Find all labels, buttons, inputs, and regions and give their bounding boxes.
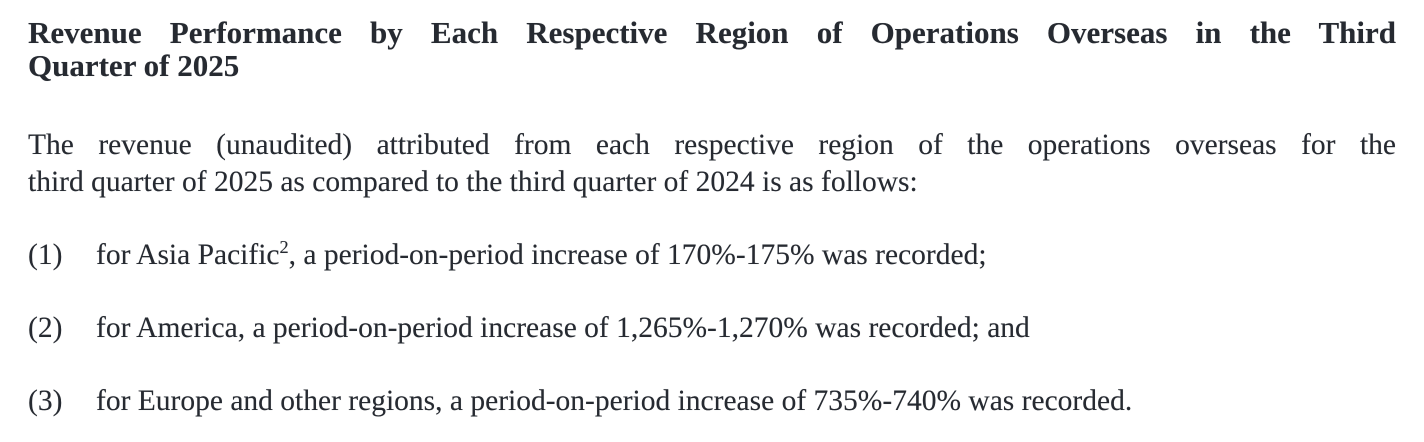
intro-paragraph: The revenue (unaudited) attributed from … <box>28 127 1396 201</box>
list-item-asia-pacific: (1) for Asia Pacific2, a period-on-perio… <box>28 237 1396 274</box>
item-marker: (2) <box>28 312 63 344</box>
heading-line-1: Revenue Performance by Each Respective R… <box>28 15 1396 50</box>
section-heading: Revenue Performance by Each Respective R… <box>28 16 1396 82</box>
item-text-body: for America, a period-on-period increase… <box>96 312 1030 344</box>
item-marker: (1) <box>28 239 63 271</box>
list-item-america: (2) for America, a period-on-period incr… <box>28 310 1396 347</box>
item-text-before-footnote: for Asia Pacific <box>96 239 280 271</box>
intro-line-2: third quarter of 2025 as compared to the… <box>28 166 918 198</box>
heading-line-2: Quarter of 2025 <box>28 48 240 83</box>
list-item-europe-other: (3) for Europe and other regions, a peri… <box>28 383 1396 420</box>
item-text: for America, a period-on-period increase… <box>96 310 1396 347</box>
document-page: Revenue Performance by Each Respective R… <box>28 16 1396 420</box>
item-text-body: for Europe and other regions, a period-o… <box>96 385 1133 417</box>
item-text-after-footnote: , a period-on-period increase of 170%-17… <box>288 239 987 271</box>
item-marker: (3) <box>28 385 63 417</box>
item-text: for Europe and other regions, a period-o… <box>96 383 1396 420</box>
item-text: for Asia Pacific2, a period-on-period in… <box>96 237 1396 274</box>
footnote-ref-2: 2 <box>279 237 289 258</box>
intro-line-1: The revenue (unaudited) attributed from … <box>28 129 1396 161</box>
